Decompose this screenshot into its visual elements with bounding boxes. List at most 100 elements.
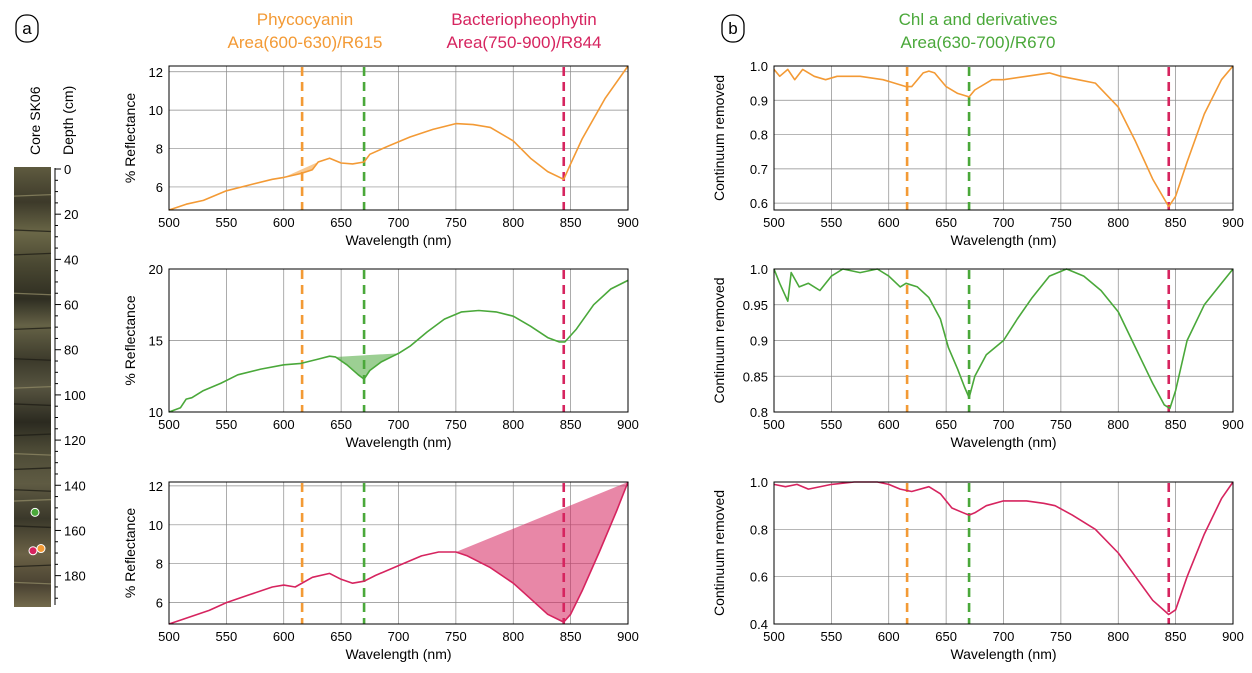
x-tick-label: 500 — [763, 629, 785, 644]
y-tick-label: 0.8 — [750, 128, 768, 143]
header-phycocyanin-title: Phycocyanin — [257, 10, 353, 29]
y-axis-label: Continuum removed — [711, 490, 727, 616]
y-tick-label: 8 — [156, 557, 163, 572]
header-chl-a-formula: Area(630-700)/R670 — [901, 33, 1056, 52]
x-tick-label: 800 — [1107, 215, 1129, 230]
depth-axis-label: Depth (cm) — [60, 86, 76, 155]
x-tick-label: 550 — [821, 215, 843, 230]
y-axis-label: % Reflectance — [122, 508, 138, 598]
x-tick-label: 700 — [993, 215, 1015, 230]
core-band — [13, 385, 52, 389]
core-band — [13, 252, 52, 256]
depth-tick-label: 160 — [64, 523, 86, 538]
panel-b3-chart: 500 550 600 650 700 750 800 850 900 0.4 0.6 0.8 1.0 W… — [711, 475, 1244, 662]
x-tick-label: 900 — [617, 215, 639, 230]
x-tick-label: 800 — [502, 629, 524, 644]
y-tick-label: 0.4 — [750, 617, 768, 632]
core-band — [13, 433, 52, 437]
depth-tick-label: 100 — [64, 388, 86, 403]
core-band — [13, 489, 52, 492]
depth-tick-label: 120 — [64, 433, 86, 448]
core-band — [13, 193, 52, 197]
y-axis-label: % Reflectance — [122, 93, 138, 183]
x-tick-label: 600 — [273, 417, 295, 432]
panel-b-label: b — [721, 14, 745, 43]
x-tick-label: 650 — [330, 417, 352, 432]
y-tick-label: 12 — [149, 65, 163, 80]
core-band — [13, 525, 52, 529]
y-tick-label: 10 — [149, 518, 163, 533]
x-tick-label: 650 — [935, 215, 957, 230]
y-tick-label: 6 — [156, 596, 163, 611]
y-tick-label: 0.95 — [743, 298, 768, 313]
core-marker-green — [30, 507, 40, 517]
header-bacteriopheophytin-formula: Area(750-900)/R844 — [447, 33, 602, 52]
x-tick-label: 850 — [1165, 215, 1187, 230]
x-tick-label: 700 — [993, 417, 1015, 432]
x-tick-label: 850 — [560, 215, 582, 230]
core-band — [13, 229, 52, 233]
x-tick-label: 600 — [878, 215, 900, 230]
x-tick-label: 750 — [445, 215, 467, 230]
core-band — [13, 564, 52, 568]
x-tick-label: 550 — [216, 417, 238, 432]
y-tick-label: 0.6 — [750, 196, 768, 211]
core-band — [13, 581, 52, 585]
series-line — [773, 268, 1234, 410]
x-tick-label: 850 — [560, 629, 582, 644]
x-tick-label: 900 — [1222, 215, 1244, 230]
x-tick-label: 550 — [216, 629, 238, 644]
panel-b2-chart: 500 550 600 650 700 750 800 850 900 0.8 0.85 0.9 0.9… — [711, 262, 1244, 450]
depth-tick-label: 0 — [64, 162, 71, 177]
core-band — [13, 403, 52, 407]
y-tick-label: 1.0 — [750, 59, 768, 74]
x-tick-label: 600 — [273, 215, 295, 230]
plot-frame — [773, 65, 1234, 211]
depth-tick-label: 40 — [64, 252, 78, 267]
x-tick-label: 900 — [617, 629, 639, 644]
panel-b1-chart: 500 550 600 650 700 750 800 850 900 0.6 0.7 0.8 0.9 1… — [711, 59, 1244, 248]
x-tick-label: 550 — [216, 215, 238, 230]
core-marker-orange — [36, 544, 46, 554]
y-axis-label: Continuum removed — [711, 75, 727, 201]
header-chl-a-title: Chl a and derivatives — [899, 10, 1058, 29]
core-band — [13, 498, 52, 502]
x-tick-label: 500 — [763, 417, 785, 432]
x-tick-label: 650 — [330, 215, 352, 230]
x-tick-label: 800 — [1107, 417, 1129, 432]
panel-a2-chart: 500 550 600 650 700 750 800 850 900 10 15 20 Wavelen… — [122, 262, 639, 450]
x-tick-label: 600 — [878, 417, 900, 432]
x-axis-label: Wavelength (nm) — [345, 434, 451, 450]
x-tick-label: 700 — [388, 215, 410, 230]
depth-tick-label: 20 — [64, 207, 78, 222]
y-tick-label: 10 — [149, 405, 163, 420]
x-tick-label: 900 — [617, 417, 639, 432]
x-axis-label: Wavelength (nm) — [345, 646, 451, 662]
x-tick-label: 650 — [935, 629, 957, 644]
y-tick-label: 0.7 — [750, 162, 768, 177]
y-tick-label: 12 — [149, 479, 163, 494]
x-tick-label: 500 — [158, 215, 180, 230]
y-tick-label: 0.8 — [750, 405, 768, 420]
x-tick-label: 850 — [1165, 629, 1187, 644]
y-tick-label: 6 — [156, 180, 163, 195]
plot-frame — [773, 481, 1234, 625]
x-axis-label: Wavelength (nm) — [950, 646, 1056, 662]
plot-frame — [168, 481, 629, 625]
x-axis-label: Wavelength (nm) — [345, 232, 451, 248]
x-tick-label: 650 — [330, 629, 352, 644]
x-tick-label: 750 — [1050, 629, 1072, 644]
core-section: Core SK06 Depth (cm) 0 20 40 60 80 100 120 140 1… — [13, 86, 86, 607]
depth-ticks: 0 20 40 60 80 100 120 140 160 180 — [55, 162, 86, 599]
core-band — [13, 467, 52, 471]
x-tick-label: 800 — [502, 417, 524, 432]
header-phycocyanin: Phycocyanin Area(600-630)/R615 — [228, 10, 383, 52]
plot-frame — [773, 268, 1234, 413]
x-tick-label: 500 — [158, 417, 180, 432]
y-axis-label: Continuum removed — [711, 277, 727, 403]
svg-text:b: b — [728, 19, 737, 38]
x-tick-label: 550 — [821, 629, 843, 644]
panel-a3-chart: 500 550 600 650 700 750 800 850 900 6 8 10 12 Wavelen… — [122, 479, 639, 662]
shaded-area — [455, 482, 628, 623]
